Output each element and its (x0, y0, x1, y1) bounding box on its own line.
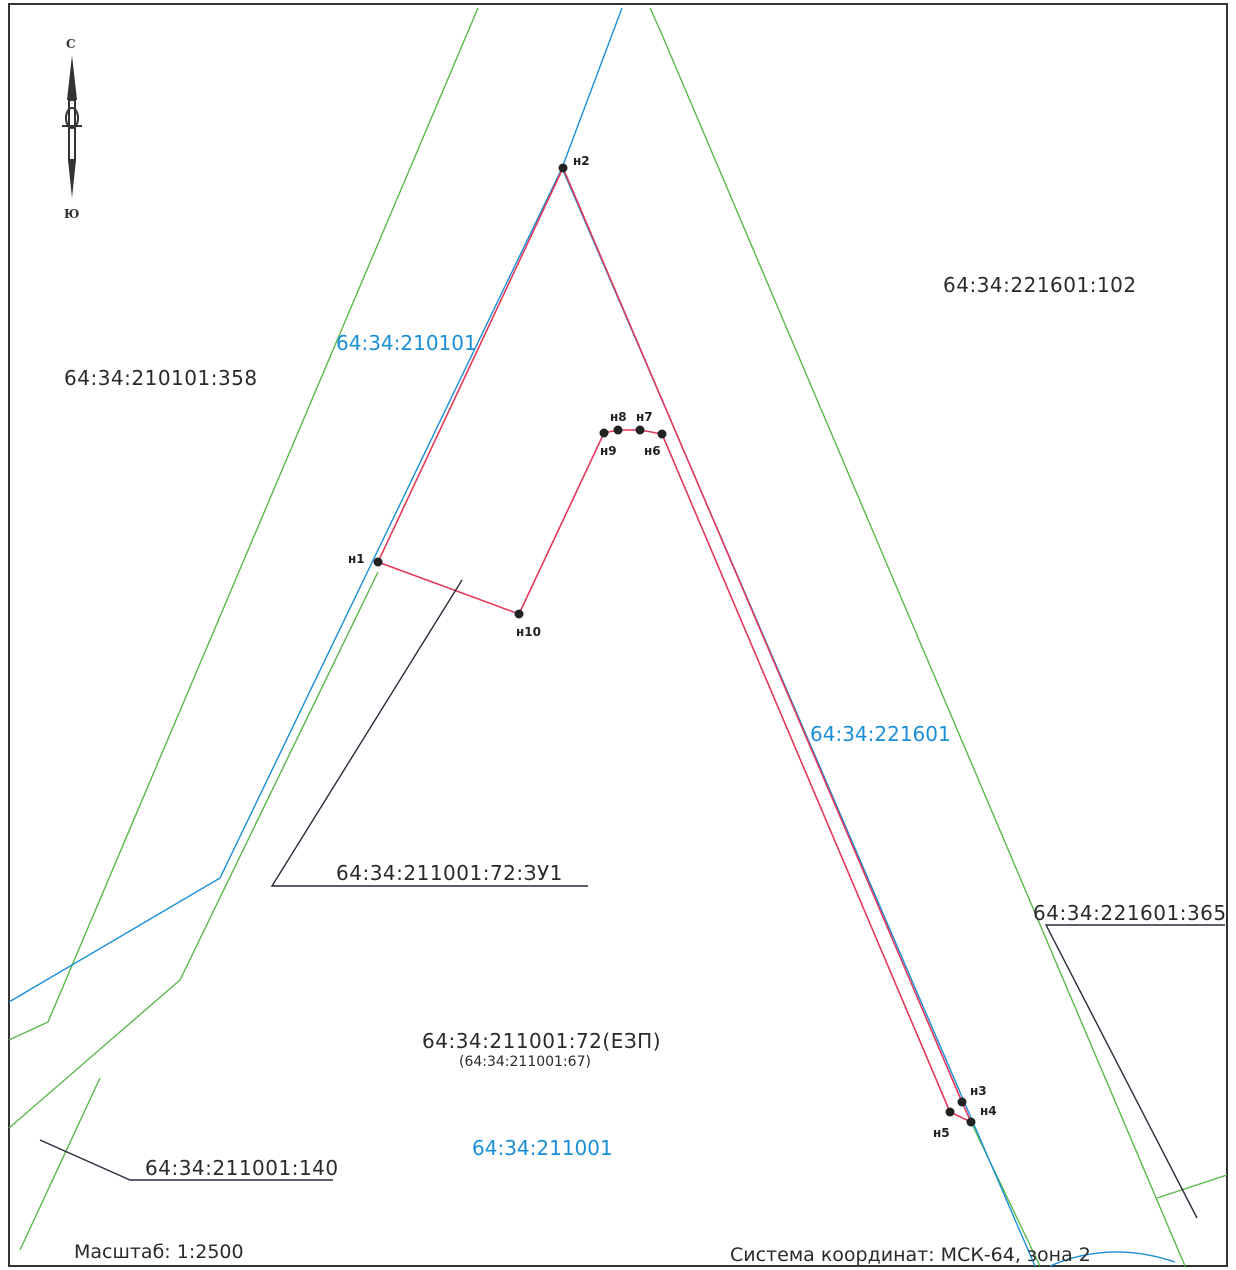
label-n1: н1 (348, 552, 365, 566)
parcel-label-zu1: 64:34:211001:72:ЗУ1 (336, 861, 563, 885)
point-labels: н1 н2 н3 н4 н5 н6 н7 н8 н9 н10 (348, 154, 997, 1140)
blue-circle-fragment (1049, 1251, 1176, 1267)
quarter-label-210101: 64:34:210101 (336, 331, 477, 355)
label-n4: н4 (980, 1104, 997, 1118)
quarter-label-221601: 64:34:221601 (810, 722, 951, 746)
label-n7: н7 (636, 410, 653, 424)
map-frame (8, 3, 1228, 1267)
point-n10 (514, 609, 524, 619)
label-n3: н3 (970, 1084, 987, 1098)
parcel-label-ezp-sub: (64:34:211001:67) (459, 1054, 591, 1070)
point-n9 (599, 428, 609, 438)
compass-south-label: Ю (64, 207, 79, 221)
compass-north-label: С (66, 37, 76, 51)
label-n9: н9 (600, 444, 617, 458)
green-boundary-right (649, 7, 1186, 1267)
point-n8 (613, 425, 623, 435)
blue-quarter-boundary-main (561, 7, 1036, 1267)
point-n3 (957, 1097, 967, 1107)
quarter-labels: 64:34:210101 64:34:221601 64:34:211001 (336, 331, 951, 1160)
parcel-label-102: 64:34:221601:102 (943, 273, 1137, 297)
label-n8: н8 (610, 410, 627, 424)
point-n6 (657, 429, 667, 439)
leader-zu1 (270, 579, 588, 887)
point-n4 (966, 1117, 976, 1127)
point-n5 (945, 1107, 955, 1117)
formed-parcel-boundary (376, 166, 973, 1124)
label-n2: н2 (573, 154, 590, 168)
crs-label: Система координат: МСК-64, зона 2 (730, 1244, 1091, 1266)
parcel-label-358: 64:34:210101:358 (64, 366, 258, 390)
quarter-boundaries (8, 7, 1176, 1267)
parcel-label-140: 64:34:211001:140 (145, 1156, 339, 1180)
south-arrow-tip (68, 160, 76, 198)
point-n2 (558, 163, 568, 173)
green-boundary-right-low (969, 1119, 1041, 1267)
label-n10: н10 (516, 625, 541, 639)
label-n6: н6 (644, 444, 661, 458)
north-arrow-tip (67, 55, 77, 100)
compass-ring (65, 107, 79, 129)
label-n5: н5 (933, 1126, 950, 1140)
blue-quarter-boundary-left (8, 167, 563, 1003)
leader-p140 (39, 1139, 333, 1181)
leader-p365 (1044, 924, 1225, 1219)
existing-parcel-boundaries (8, 7, 1228, 1267)
green-boundary-left-outer (8, 7, 479, 1041)
north-arrow: С Ю (62, 37, 82, 221)
boundary-points (373, 163, 976, 1127)
parcel-labels: 64:34:210101:358 64:34:221601:102 64:34:… (64, 273, 1227, 1180)
green-boundary-small-right (1156, 1174, 1228, 1199)
parcel-label-365: 64:34:221601:365 (1033, 901, 1227, 925)
point-n7 (635, 425, 645, 435)
quarter-label-211001: 64:34:211001 (472, 1136, 613, 1160)
green-boundary-left-inner (8, 571, 379, 1129)
green-boundary-lower-left (19, 1077, 101, 1251)
leader-lines (39, 579, 1225, 1219)
scale-label: Масштаб: 1:2500 (74, 1241, 244, 1263)
parcel-label-ezp: 64:34:211001:72(ЕЗП) (422, 1029, 661, 1053)
point-n1 (373, 557, 383, 567)
